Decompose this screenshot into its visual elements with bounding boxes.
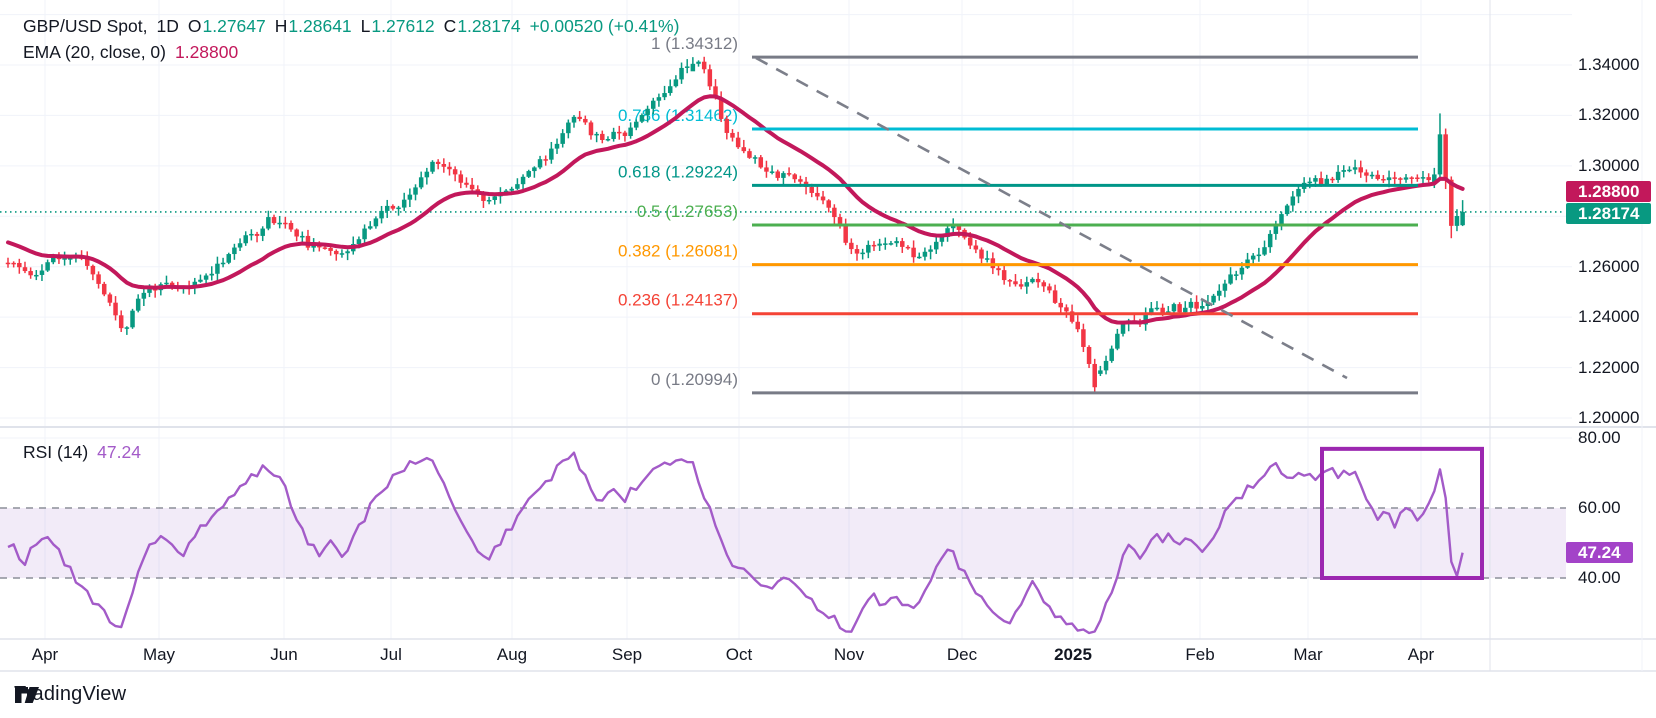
time-label-Jul: Jul xyxy=(380,645,402,664)
price-tick-1.32000: 1.32000 xyxy=(1578,105,1640,125)
ohlc-open: O 1.27647 xyxy=(187,16,266,36)
ema-legend[interactable]: EMA (20, close, 0) 1.28800 xyxy=(23,42,238,63)
price-tick-1.24000: 1.24000 xyxy=(1578,307,1640,327)
time-label-Feb: Feb xyxy=(1185,645,1215,664)
fib-label-0.382[interactable]: 0.382 (1.26081) xyxy=(618,242,738,261)
fib-label-0.236[interactable]: 0.236 (1.24137) xyxy=(618,291,738,310)
fib-retracement[interactable] xyxy=(752,55,1418,395)
rsi-tick-40.00: 40.00 xyxy=(1578,568,1621,587)
rsi-label: RSI (14) xyxy=(23,442,89,462)
change-value: +0.00520 (+0.41%) xyxy=(529,16,680,36)
ema-price-badge: 1.28800 xyxy=(1566,181,1652,202)
time-label-Sep: Sep xyxy=(611,645,643,664)
time-label-Nov: Nov xyxy=(833,645,865,664)
last-price-badge: 1.28174 xyxy=(1566,203,1652,224)
time-label-May: May xyxy=(142,645,176,664)
rsi-highlight-box[interactable] xyxy=(1320,446,1484,580)
rsi-value: 47.24 xyxy=(97,442,141,462)
rsi-value-badge: 47.24 xyxy=(1566,542,1633,563)
tradingview-logo-text: TradingView xyxy=(14,683,127,705)
rsi-tick-80.00: 80.00 xyxy=(1578,428,1621,447)
time-label-Apr: Apr xyxy=(1407,645,1435,664)
fib-label-0.5[interactable]: 0.5 (1.27653) xyxy=(637,202,738,221)
ema-line[interactable] xyxy=(6,94,1465,325)
tradingview-logo[interactable]: TradingView xyxy=(14,683,126,706)
rsi-band xyxy=(0,507,1566,579)
time-label-Oct: Oct xyxy=(725,645,753,664)
symbol-timeframe[interactable]: 1D xyxy=(156,16,179,36)
price-tick-1.34000: 1.34000 xyxy=(1578,55,1640,74)
rsi-line[interactable] xyxy=(7,451,1464,635)
rsi-legend[interactable]: RSI (14) 47.24 xyxy=(23,442,141,463)
price-tick-1.20000: 1.20000 xyxy=(1578,408,1640,427)
time-label-Aug: Aug xyxy=(496,645,528,664)
time-label-Dec: Dec xyxy=(946,645,978,664)
price-tick-1.30000: 1.30000 xyxy=(1578,155,1640,175)
time-label-Apr: Apr xyxy=(31,645,59,664)
tradingview-logo-icon xyxy=(15,687,39,703)
symbol-title: GBP/USD Spot, xyxy=(23,16,148,36)
ohlc-close: C 1.28174 xyxy=(443,16,521,36)
time-label-2025: 2025 xyxy=(1054,645,1092,664)
ohlc-high: H 1.28641 xyxy=(274,16,352,36)
price-tick-1.26000: 1.26000 xyxy=(1578,256,1640,276)
time-label-Jun: Jun xyxy=(270,645,298,664)
symbol-legend[interactable]: GBP/USD Spot, 1D O 1.27647 H 1.28641 L 1.27… xyxy=(23,16,679,37)
ema-value: 1.28800 xyxy=(174,42,239,62)
fib-label-1[interactable]: 1 (1.34312) xyxy=(651,34,738,53)
time-label-Mar: Mar xyxy=(1293,645,1323,664)
trend-line[interactable] xyxy=(755,56,1348,380)
gridlines xyxy=(0,0,1572,639)
fib-label-0[interactable]: 0 (1.20994) xyxy=(651,370,738,389)
fib-label-0.618[interactable]: 0.618 (1.29224) xyxy=(618,162,738,181)
rsi-tick-60.00: 60.00 xyxy=(1578,498,1621,517)
ohlc-low: L 1.27612 xyxy=(360,16,435,36)
fib-labels[interactable]: 1 (1.34312)0.786 (1.31462)0.618 (1.29224… xyxy=(618,34,738,389)
price-tick-1.22000: 1.22000 xyxy=(1578,357,1640,377)
ema-label: EMA (20, close, 0) xyxy=(23,42,166,62)
